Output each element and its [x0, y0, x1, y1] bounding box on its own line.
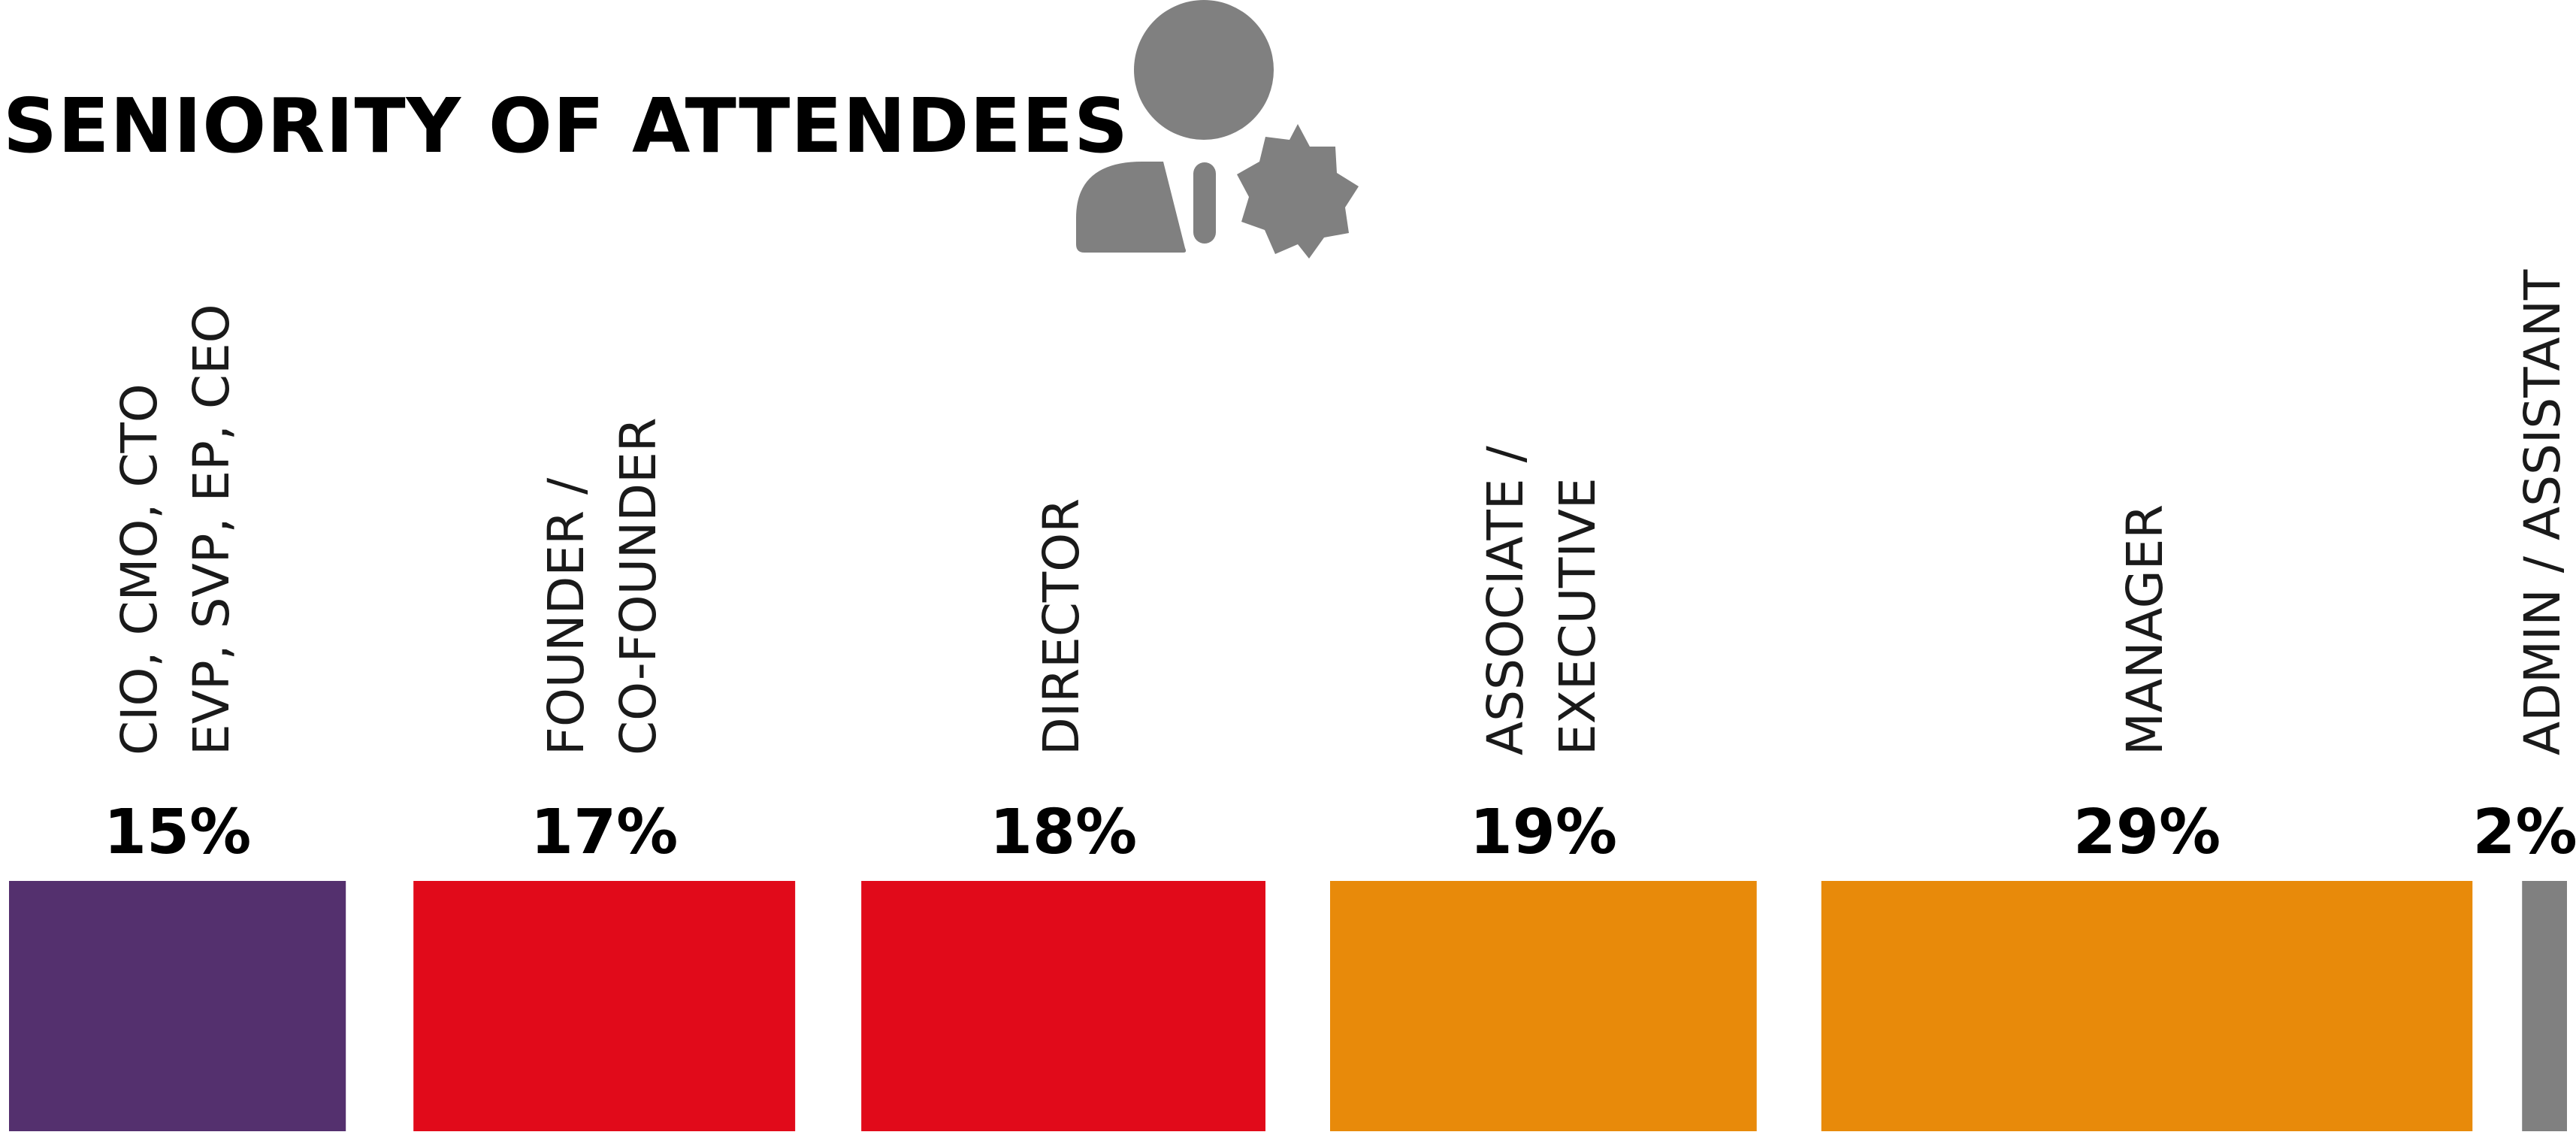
bar-5 — [1821, 881, 2473, 1131]
bar-1 — [9, 881, 346, 1131]
bar-2 — [413, 881, 796, 1131]
category-label-3-line-1: DIRECTOR — [1033, 498, 1090, 755]
category-label-4-line-2: EXECUTIVE — [1549, 477, 1607, 755]
bars-layer — [9, 881, 2567, 1131]
bar-3 — [861, 881, 1265, 1131]
category-label-4-line-1: ASSOCIATE / — [1477, 446, 1534, 755]
category-label-6-line-1: ADMIN / ASSISTANT — [2514, 269, 2571, 755]
chart-title: SENIORITY OF ATTENDEES — [3, 82, 1129, 170]
category-label-2-line-2: CO-FOUNDER — [609, 417, 667, 755]
value-label-6: 2% — [2472, 797, 2576, 868]
labels-layer: 15% CIO, CMO, CTO EVP, SVP, EP, CEO 17% FOUN… — [104, 269, 2576, 868]
person-with-badge-icon — [1076, 0, 1359, 259]
value-label-3: 18% — [990, 797, 1137, 868]
category-label-1-line-1: CIO, CMO, CTO — [110, 383, 168, 755]
bar-4 — [1330, 881, 1757, 1131]
category-label-5-line-1: MANAGER — [2116, 504, 2174, 755]
value-label-1: 15% — [104, 797, 251, 868]
value-label-2: 17% — [531, 797, 678, 868]
bar-6 — [2522, 881, 2567, 1131]
category-label-2-line-1: FOUNDER / — [537, 477, 595, 755]
category-label-1-line-2: EVP, SVP, EP, CEO — [183, 304, 240, 755]
value-label-4: 19% — [1470, 797, 1617, 868]
value-label-5: 29% — [2073, 797, 2221, 868]
